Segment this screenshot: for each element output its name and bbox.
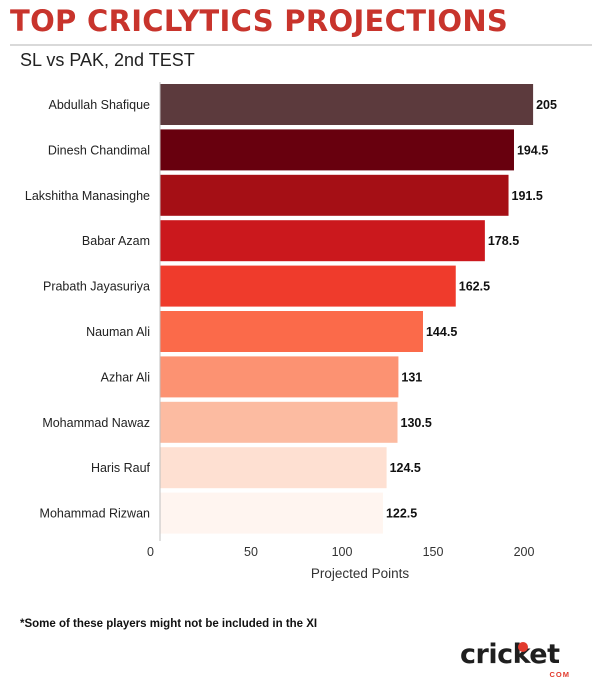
data-label: 130.5: [401, 416, 432, 430]
data-label: 131: [401, 370, 422, 384]
data-label: 162.5: [459, 280, 490, 294]
category-label: Mohammad Rizwan: [40, 507, 151, 521]
data-label: 194.5: [517, 143, 548, 157]
bar: [160, 220, 485, 262]
x-tick-label: 150: [423, 545, 444, 559]
category-label: Abdullah Shafique: [49, 98, 151, 112]
logo-wordmark: cricket: [460, 639, 560, 670]
data-label: 122.5: [386, 507, 417, 521]
x-tick-label: 200: [514, 545, 535, 559]
footnote: *Some of these players might not be incl…: [20, 618, 318, 630]
logo-ball-icon: [518, 642, 528, 652]
bar-chart: Abdullah Shafique 205 Dinesh Chandimal 194.…: [25, 82, 557, 581]
data-label: 178.5: [488, 234, 519, 248]
x-tick-label: 0: [147, 545, 154, 559]
category-label: Azhar Ali: [101, 370, 150, 384]
chart-subtitle: SL vs PAK, 2nd TEST: [20, 50, 195, 70]
data-label: 144.5: [426, 325, 457, 339]
data-label: 205: [536, 98, 557, 112]
chart-title: TOP CRICLYTICS PROJECTIONS: [10, 4, 509, 38]
category-label: Prabath Jayasuriya: [43, 280, 150, 294]
category-label: Mohammad Nawaz: [42, 416, 150, 430]
category-label: Dinesh Chandimal: [48, 143, 150, 157]
x-tick-label: 100: [332, 545, 353, 559]
data-label: 124.5: [390, 461, 421, 475]
bar: [160, 84, 534, 125]
x-tick-label: 50: [244, 545, 258, 559]
logo-domain: COM: [549, 670, 570, 679]
bar: [160, 401, 398, 443]
category-label: Babar Azam: [82, 234, 150, 248]
bar: [160, 447, 387, 489]
bar: [160, 492, 383, 534]
bar: [160, 356, 399, 398]
category-label: Haris Rauf: [91, 461, 151, 475]
bar: [160, 129, 514, 171]
category-label: Lakshitha Manasinghe: [25, 189, 150, 203]
cricket-com-logo: cricket COM: [460, 640, 572, 680]
category-label: Nauman Ali: [86, 325, 150, 339]
bar: [160, 265, 456, 307]
bar: [160, 311, 423, 352]
data-label: 191.5: [512, 189, 543, 203]
bar: [160, 174, 509, 216]
x-axis-label: Projected Points: [311, 566, 410, 581]
title-divider: [10, 44, 592, 46]
